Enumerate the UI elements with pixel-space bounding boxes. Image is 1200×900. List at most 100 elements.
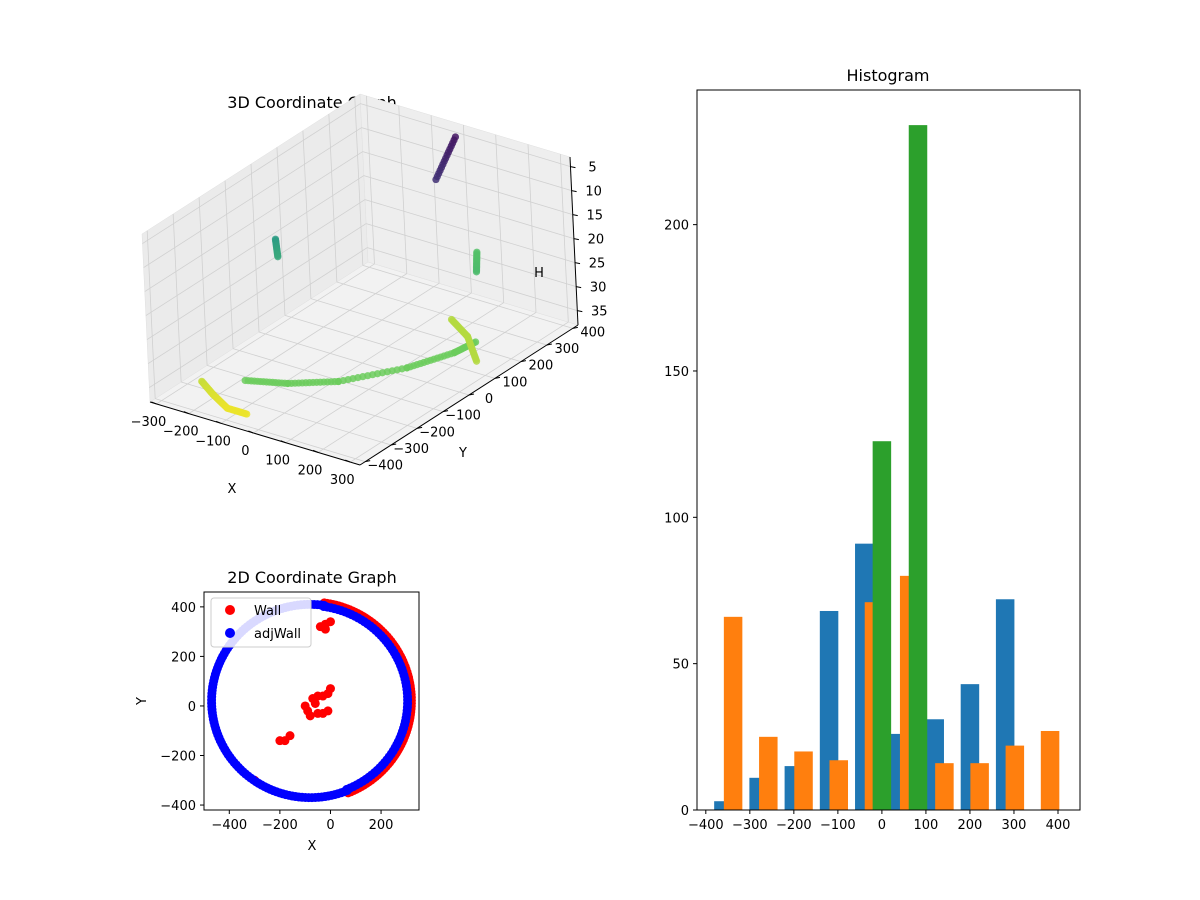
chart-3d-gridline xyxy=(363,175,575,239)
histogram-frame xyxy=(696,89,1081,811)
chart-3d-gridline xyxy=(462,124,472,294)
histogram-xtick-label: −200 xyxy=(776,818,812,833)
histogram-ytick-label: 150 xyxy=(664,365,689,380)
chart-3d-ztick-mark xyxy=(573,238,579,241)
chart-3d-gridline xyxy=(328,113,338,283)
chart-3d-ytick-label: 300 xyxy=(554,342,579,357)
legend-wall-marker xyxy=(225,605,235,615)
chart-2d-ylabel: Y xyxy=(135,697,150,706)
histogram-xtick-label: 200 xyxy=(958,818,983,833)
chart-3d-gridline xyxy=(155,398,366,463)
chart-3d-ztick-label: 20 xyxy=(588,233,605,248)
histogram-xtick-label: −300 xyxy=(732,818,768,833)
chart-3d-xtick-mark xyxy=(151,401,157,405)
histogram-bar-s1-2 xyxy=(794,751,813,810)
chart-3d-point xyxy=(243,410,251,418)
chart-3d-gridline xyxy=(362,264,573,329)
chart-3d-gridline xyxy=(206,364,418,429)
chart-3d-ytick-label: −100 xyxy=(445,409,481,424)
chart-2d-xlabel: X xyxy=(308,839,317,854)
chart-3d-point xyxy=(447,315,456,324)
histogram-xtick-label: −400 xyxy=(688,818,724,833)
chart-3d-gridline xyxy=(250,163,260,333)
chart-3d-ytick-label: −200 xyxy=(419,425,455,440)
chart-2d-xtick-label: 0 xyxy=(326,818,334,833)
chart-3d-gridline xyxy=(367,247,578,311)
histogram-xtick-label: 0 xyxy=(878,818,886,833)
chart-3d-gridline xyxy=(559,154,569,323)
histogram-xtick-label: 400 xyxy=(1046,818,1071,833)
chart-3d-ztick-label: 5 xyxy=(588,161,596,176)
chart-3d-xtick-mark xyxy=(312,449,319,453)
chart-3d-ytick-label: −300 xyxy=(393,442,429,457)
chart-3d-gridline xyxy=(362,151,573,215)
chart-3d-gridline xyxy=(172,213,182,383)
chart-3d-zlabel: H xyxy=(534,266,544,281)
chart-3d-ztick-label: 10 xyxy=(585,185,602,200)
histogram-ytick-label: 0 xyxy=(681,804,689,819)
wall-point xyxy=(285,731,295,741)
chart-3d-gridline xyxy=(147,223,367,364)
histogram-bar-s0-0 xyxy=(714,801,733,810)
chart-3d-xtick-mark xyxy=(183,411,189,415)
adjwall-point xyxy=(319,602,329,612)
chart-3d-gridline xyxy=(284,314,496,379)
chart-3d-xtick-label: −100 xyxy=(195,434,231,449)
chart-3d-ztick-label: 30 xyxy=(590,281,607,296)
chart-3d-gridline xyxy=(354,97,364,266)
chart-3d-point xyxy=(472,268,481,276)
chart-3d-ytick-mark xyxy=(494,376,501,379)
histogram-bar-s1-6 xyxy=(935,763,954,810)
chart-3d-ztick-mark xyxy=(570,166,576,169)
chart-3d: 3D Coordinate Graph −300−200−10001002003… xyxy=(131,93,608,497)
chart-3d-gridline xyxy=(527,144,537,313)
chart-3d-ztick-mark xyxy=(577,310,583,313)
chart-3d-gridline xyxy=(146,199,366,340)
legend-box xyxy=(210,597,312,648)
chart-2d-ytick-label: 0 xyxy=(188,700,196,715)
chart-histogram: Histogram −400 −300 −200 −100 0 100 200 300 400 0… xyxy=(664,66,1081,833)
chart-3d-ytick-mark xyxy=(468,393,475,396)
chart-3d-gridline xyxy=(258,331,470,396)
chart-3d-xtick-label: 0 xyxy=(241,444,249,459)
chart-3d-ztick-mark xyxy=(576,286,582,289)
histogram-bar-s1-0 xyxy=(723,616,743,810)
chart-3d-gridline xyxy=(360,103,571,167)
chart-3d-gridline xyxy=(364,199,576,263)
chart-3d-ytick-mark xyxy=(546,343,552,346)
chart-3d-xtick-label: 300 xyxy=(330,473,355,488)
chart-3d-gridline xyxy=(149,247,368,388)
chart-3d-points xyxy=(198,133,481,418)
chart-2d-xtick-label: 200 xyxy=(369,818,394,833)
chart-3d-gridline xyxy=(198,197,208,366)
chart-3d-ztick-mark xyxy=(571,190,577,193)
chart-2d-xtick-label: −400 xyxy=(211,818,247,833)
chart-2d-frame xyxy=(203,591,420,811)
chart-2d: 2D Coordinate Graph −400 −200 0 200 −400 −200… xyxy=(135,568,420,854)
histogram-xtick-label: 100 xyxy=(914,818,939,833)
chart-3d-ytick-label: 0 xyxy=(485,392,493,407)
chart-3d-gridline xyxy=(144,151,363,292)
chart-3d-xtick-label: −200 xyxy=(163,425,199,440)
chart-3d-gridline xyxy=(146,230,156,399)
chart-2d-legend: Wall adjWall xyxy=(210,597,312,648)
chart-2d-ytick-label: −200 xyxy=(160,750,196,765)
chart-3d-ztick-label: 35 xyxy=(591,305,608,320)
histogram-ytick-label: 200 xyxy=(664,219,689,234)
histogram-bar-s1-7 xyxy=(970,763,989,810)
chart-3d-ztick-label: 15 xyxy=(586,209,603,224)
chart-2d-ytick-label: 200 xyxy=(171,650,196,665)
chart-2d-xtick-label: −200 xyxy=(262,818,298,833)
chart-3d-ytick-mark xyxy=(442,410,449,413)
histogram-bar-s1-3 xyxy=(829,760,849,810)
wall-point xyxy=(305,711,315,721)
chart-3d-xtick-mark xyxy=(248,430,254,434)
chart-3d-xtick-label: 200 xyxy=(298,463,323,478)
chart-3d-gridline xyxy=(495,134,505,303)
wall-point xyxy=(325,617,335,627)
chart-3d-point xyxy=(432,175,440,184)
wall-point xyxy=(325,684,335,694)
histogram-xtick-label: 300 xyxy=(1002,818,1027,833)
histogram-ytick-label: 50 xyxy=(672,658,689,673)
